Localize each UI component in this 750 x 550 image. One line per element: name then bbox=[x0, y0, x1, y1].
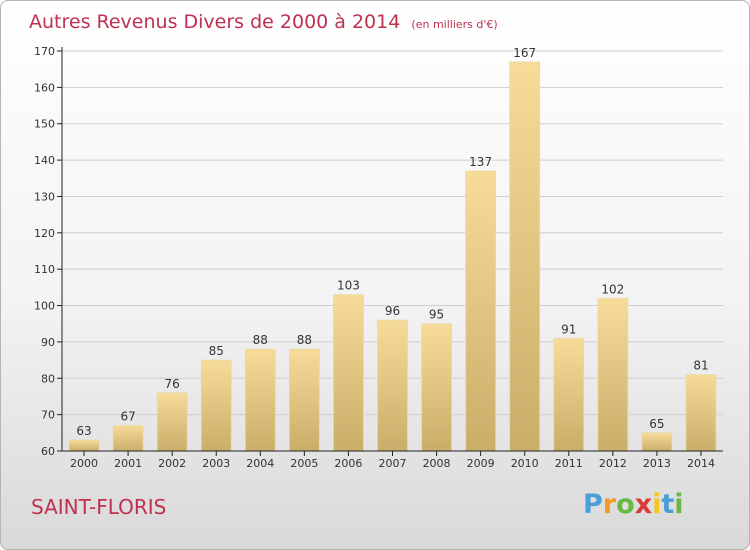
bar bbox=[288, 348, 320, 452]
y-tick-label: 170 bbox=[34, 45, 55, 58]
y-tick-label: 120 bbox=[34, 227, 55, 240]
x-tick-label: 2012 bbox=[599, 457, 627, 470]
bar-value-label: 91 bbox=[561, 322, 576, 336]
x-tick-label: 2011 bbox=[555, 457, 583, 470]
logo-letter: i bbox=[652, 489, 662, 520]
bar-value-label: 102 bbox=[601, 282, 624, 296]
logo-letter: x bbox=[634, 489, 653, 520]
x-tick-label: 2014 bbox=[687, 457, 715, 470]
x-tick-label: 2006 bbox=[334, 457, 362, 470]
logo-letter: P bbox=[583, 489, 603, 520]
y-tick-label: 90 bbox=[41, 336, 55, 349]
bar-value-label: 67 bbox=[120, 410, 135, 424]
title-unit: (en milliers d'€) bbox=[411, 18, 498, 31]
bar bbox=[244, 348, 276, 452]
bar-value-label: 63 bbox=[76, 424, 91, 438]
bar bbox=[553, 337, 585, 452]
y-tick-label: 110 bbox=[34, 263, 55, 276]
x-tick-label: 2004 bbox=[246, 457, 274, 470]
x-tick-label: 2010 bbox=[511, 457, 539, 470]
y-tick-label: 70 bbox=[41, 409, 55, 422]
bar bbox=[156, 392, 188, 452]
x-tick-label: 2003 bbox=[202, 457, 230, 470]
x-tick-label: 2013 bbox=[643, 457, 671, 470]
x-tick-label: 2007 bbox=[379, 457, 407, 470]
logo-letter: t bbox=[661, 489, 675, 520]
bar-value-label: 76 bbox=[165, 377, 180, 391]
y-tick-label: 60 bbox=[41, 445, 55, 458]
bar-value-label: 88 bbox=[297, 333, 312, 347]
bar bbox=[465, 170, 497, 452]
y-tick-label: 130 bbox=[34, 190, 55, 203]
logo-letter: r bbox=[602, 489, 617, 520]
y-tick-label: 140 bbox=[34, 154, 55, 167]
bar bbox=[200, 359, 232, 452]
bar bbox=[685, 374, 717, 452]
bar-value-label: 85 bbox=[209, 344, 224, 358]
bar-value-label: 65 bbox=[649, 417, 664, 431]
logo-letter: i bbox=[674, 489, 684, 520]
x-tick-label: 2005 bbox=[290, 457, 318, 470]
bars: 63 67 76 85 88 88 103 96 95 137 167 91 102 65 81 bbox=[68, 46, 717, 452]
bar bbox=[68, 439, 100, 452]
y-tick-label: 160 bbox=[34, 81, 55, 94]
bar bbox=[421, 323, 452, 452]
bar bbox=[641, 432, 673, 452]
bar-value-label: 167 bbox=[513, 46, 536, 60]
axes: 60 70 80 90 100 110 120 130 140 150 160 170 2000 2001… bbox=[34, 45, 723, 470]
town-name: SAINT-FLORIS bbox=[31, 495, 167, 519]
logo-letter: o bbox=[616, 489, 635, 520]
bar-value-label: 137 bbox=[469, 155, 492, 169]
bar bbox=[112, 425, 144, 452]
title-main: Autres Revenus Divers de 2000 à 2014 bbox=[29, 11, 401, 33]
proxiti-logo[interactable]: Proxiti bbox=[583, 489, 684, 520]
bar bbox=[333, 294, 364, 452]
bar-value-label: 96 bbox=[385, 304, 400, 318]
bar bbox=[509, 61, 541, 452]
x-tick-label: 2001 bbox=[114, 457, 142, 470]
x-tick-label: 2000 bbox=[70, 457, 98, 470]
bar bbox=[597, 297, 629, 452]
bar-value-label: 103 bbox=[337, 279, 360, 293]
y-tick-label: 150 bbox=[34, 118, 55, 131]
bar-value-label: 88 bbox=[253, 333, 268, 347]
y-tick-label: 100 bbox=[34, 300, 55, 313]
chart-title: Autres Revenus Divers de 2000 à 2014 (en… bbox=[29, 11, 498, 33]
x-tick-label: 2009 bbox=[467, 457, 495, 470]
bar bbox=[377, 319, 408, 452]
x-tick-label: 2008 bbox=[423, 457, 451, 470]
x-tick-label: 2002 bbox=[158, 457, 186, 470]
y-tick-label: 80 bbox=[41, 372, 55, 385]
bar-value-label: 81 bbox=[693, 359, 708, 373]
bar-value-label: 95 bbox=[429, 308, 444, 322]
